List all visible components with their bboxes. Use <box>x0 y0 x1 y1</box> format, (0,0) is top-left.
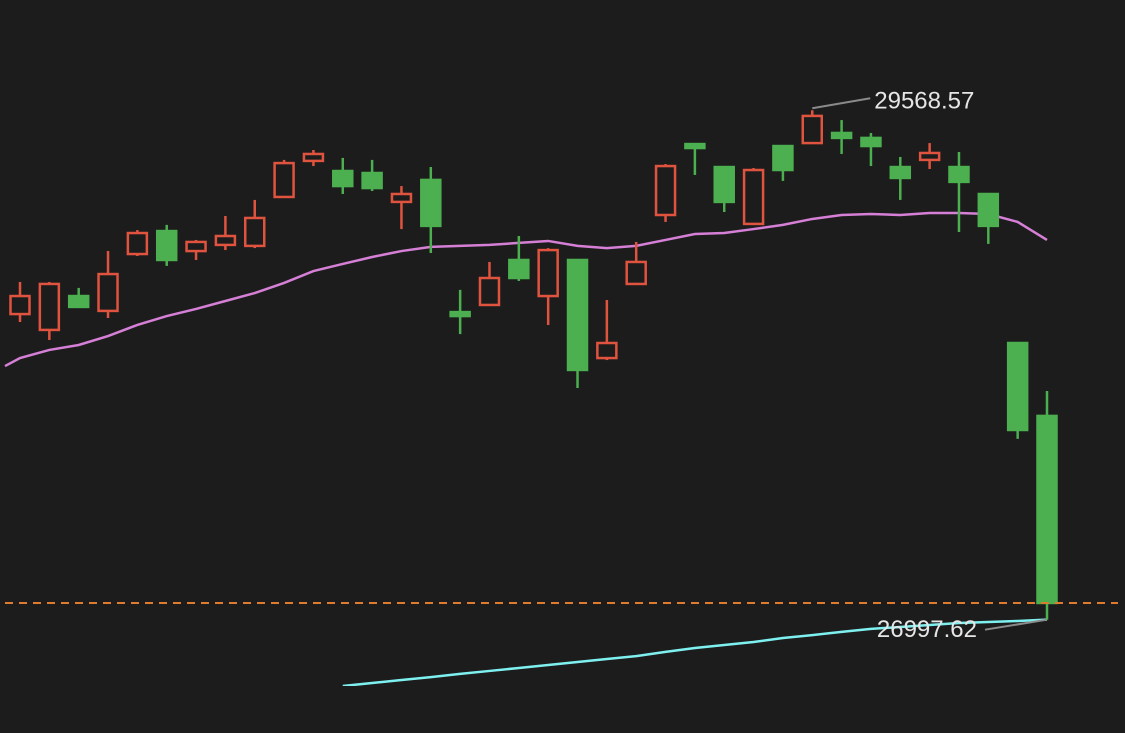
annotations: 29568.57 26997.62 <box>5 88 1118 643</box>
candle-body <box>243 216 266 248</box>
candle-body <box>97 272 119 313</box>
candle-body <box>420 178 442 228</box>
candle-body <box>9 294 31 316</box>
candle-body <box>361 171 383 190</box>
candle-body <box>948 165 970 184</box>
candle-body <box>566 258 589 372</box>
candle-body <box>1036 414 1058 605</box>
candle-body <box>155 229 178 262</box>
candle-body <box>478 276 501 307</box>
candle-body <box>830 131 853 140</box>
candle-body <box>918 151 941 162</box>
candle-body <box>860 136 882 148</box>
high-pointer <box>812 97 871 110</box>
low-pointer <box>984 618 1048 631</box>
candle-body <box>449 310 471 318</box>
candle-body <box>126 231 149 256</box>
plot-area <box>4 110 1058 686</box>
high-label: 29568.57 <box>874 88 974 115</box>
candle-body <box>1006 341 1029 432</box>
candle-body <box>654 164 677 217</box>
candle-body <box>67 294 90 309</box>
candle-body <box>332 169 354 188</box>
candle-body <box>772 144 794 172</box>
candle-body <box>273 161 295 199</box>
candle-body <box>742 168 765 226</box>
ma-line <box>342 618 1048 686</box>
candle-body <box>508 258 530 280</box>
candle-body <box>596 341 618 360</box>
candle-body <box>684 142 706 150</box>
low-label: 26997.62 <box>877 616 977 643</box>
candle-body <box>38 282 61 332</box>
candle-body <box>889 165 912 180</box>
candle-body <box>214 234 237 247</box>
candle-body <box>302 152 325 163</box>
candle-body <box>801 114 824 145</box>
candle-body <box>625 260 647 286</box>
candle-body <box>185 240 207 253</box>
candle-body <box>537 248 559 298</box>
candle-body <box>390 192 413 204</box>
candle-body <box>977 192 1000 228</box>
candle-body <box>713 165 735 204</box>
